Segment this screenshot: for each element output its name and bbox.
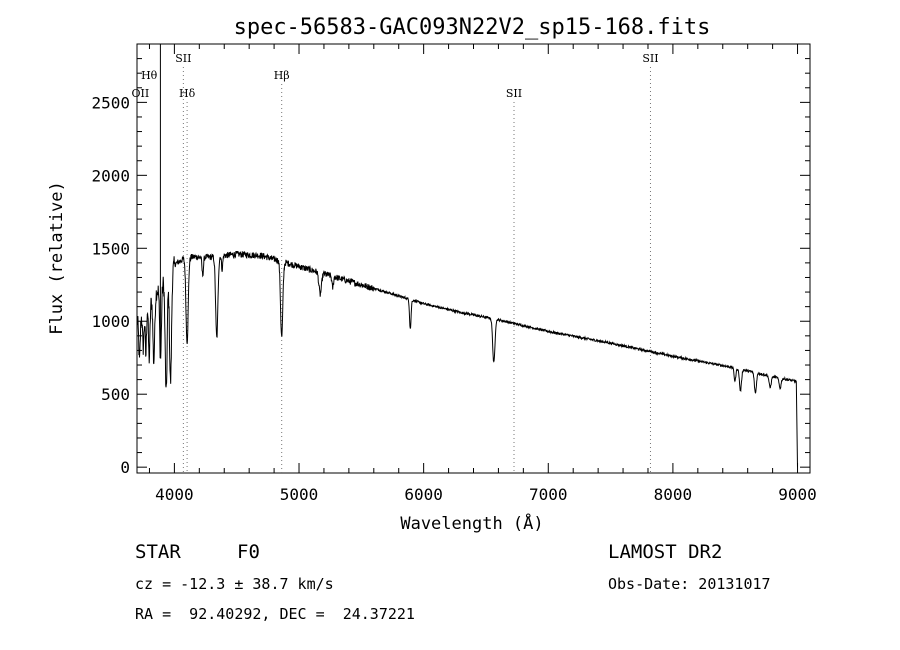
y-axis-label: Flux (relative) xyxy=(47,181,67,335)
y-tick-label: 2500 xyxy=(91,93,130,112)
y-tick-label: 1500 xyxy=(91,239,130,258)
x-tick-label: 7000 xyxy=(529,485,568,504)
line-marker-label: SII xyxy=(642,52,658,65)
x-axis-label: Wavelength (Å) xyxy=(400,512,543,534)
x-tick-label: 5000 xyxy=(280,485,319,504)
x-tick-label: 6000 xyxy=(404,485,443,504)
line-marker-label: SII xyxy=(506,87,522,100)
plot-frame xyxy=(136,43,811,474)
y-tick-label: 500 xyxy=(101,385,130,404)
redshift-text: cz = -12.3 ± 38.7 km/s xyxy=(135,575,334,593)
x-tick-label: 9000 xyxy=(778,485,817,504)
line-marker-label: Hθ xyxy=(141,69,158,82)
line-marker-label: OII xyxy=(132,87,150,100)
y-tick-label: 0 xyxy=(120,458,130,477)
y-tick-label: 1000 xyxy=(91,312,130,331)
x-tick-label: 8000 xyxy=(654,485,693,504)
chart-title: spec-56583-GAC093N22V2_sp15-168.fits xyxy=(234,15,711,40)
spectrum-line xyxy=(136,44,798,468)
obs-date: Obs-Date: 20131017 xyxy=(608,575,771,593)
object-subclass: F0 xyxy=(237,541,260,563)
line-marker-label: SII xyxy=(175,52,191,65)
survey-name: LAMOST DR2 xyxy=(608,541,723,563)
object-class: STAR xyxy=(135,541,181,563)
y-tick-label: 2000 xyxy=(91,166,130,185)
coordinates: RA = 92.40292, DEC = 24.37221 xyxy=(135,605,415,623)
x-tick-label: 4000 xyxy=(155,485,194,504)
line-marker-label: Hδ xyxy=(179,87,196,100)
line-marker-label: Hβ xyxy=(274,69,290,82)
